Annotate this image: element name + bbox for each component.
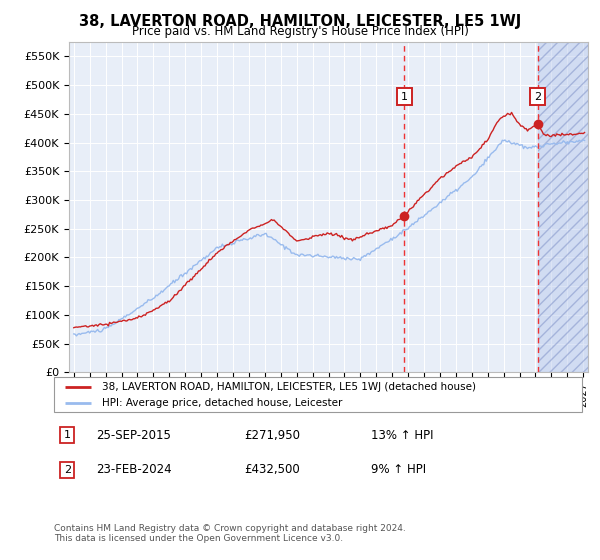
Text: 38, LAVERTON ROAD, HAMILTON, LEICESTER, LE5 1WJ (detached house): 38, LAVERTON ROAD, HAMILTON, LEICESTER, … — [101, 381, 476, 391]
Text: 1: 1 — [64, 430, 71, 440]
Text: 25-SEP-2015: 25-SEP-2015 — [96, 428, 171, 442]
Text: 38, LAVERTON ROAD, HAMILTON, LEICESTER, LE5 1WJ: 38, LAVERTON ROAD, HAMILTON, LEICESTER, … — [79, 14, 521, 29]
Text: 13% ↑ HPI: 13% ↑ HPI — [371, 428, 433, 442]
Text: 1: 1 — [401, 92, 407, 101]
Text: £271,950: £271,950 — [244, 428, 300, 442]
Text: £432,500: £432,500 — [244, 464, 300, 477]
Text: 2: 2 — [64, 465, 71, 475]
Text: 2: 2 — [534, 92, 541, 101]
Bar — [538, 42, 588, 372]
Text: Contains HM Land Registry data © Crown copyright and database right 2024.
This d: Contains HM Land Registry data © Crown c… — [54, 524, 406, 543]
Text: 23-FEB-2024: 23-FEB-2024 — [96, 464, 172, 477]
Text: HPI: Average price, detached house, Leicester: HPI: Average price, detached house, Leic… — [101, 398, 342, 408]
Bar — [538, 42, 588, 372]
Text: 9% ↑ HPI: 9% ↑ HPI — [371, 464, 426, 477]
Text: Price paid vs. HM Land Registry's House Price Index (HPI): Price paid vs. HM Land Registry's House … — [131, 25, 469, 38]
